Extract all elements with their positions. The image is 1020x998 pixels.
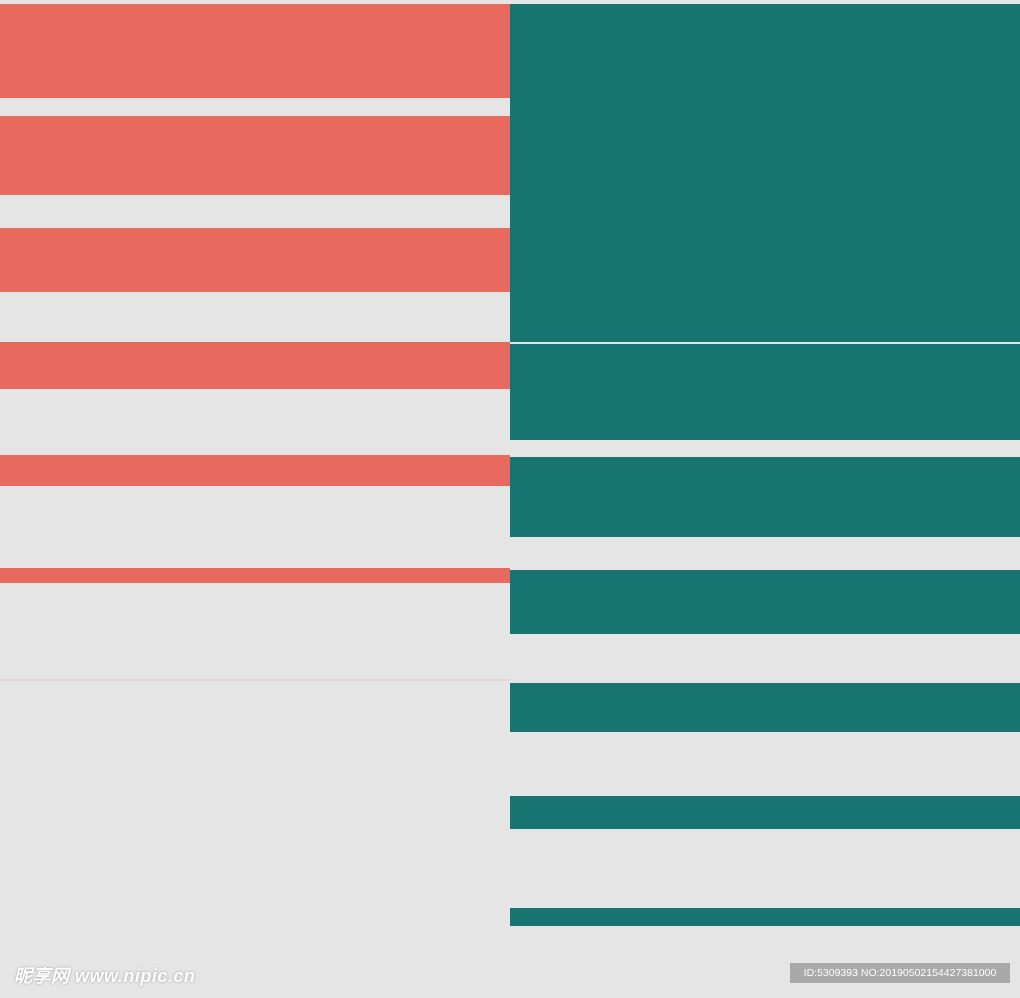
- left-stripe-3: [0, 228, 510, 292]
- right-stripe-4: [510, 683, 1020, 732]
- right-stripe-6: [510, 908, 1020, 926]
- left-stripe-5: [0, 455, 510, 486]
- left-stripe-6: [0, 568, 510, 583]
- left-stripe-2: [0, 116, 510, 195]
- left-stripe-1: [0, 4, 510, 98]
- right-stripe-5: [510, 796, 1020, 829]
- watermark-logo: 昵享网 www.nipic.cn: [14, 966, 196, 986]
- right-block-large: [510, 4, 1020, 342]
- left-stripe-4: [0, 342, 510, 389]
- right-stripe-2: [510, 457, 1020, 537]
- right-stripe-3: [510, 570, 1020, 634]
- watermark-id-badge: ID:5309393 NO:20190502154427381000: [790, 963, 1010, 983]
- right-stripe-1: [510, 344, 1020, 440]
